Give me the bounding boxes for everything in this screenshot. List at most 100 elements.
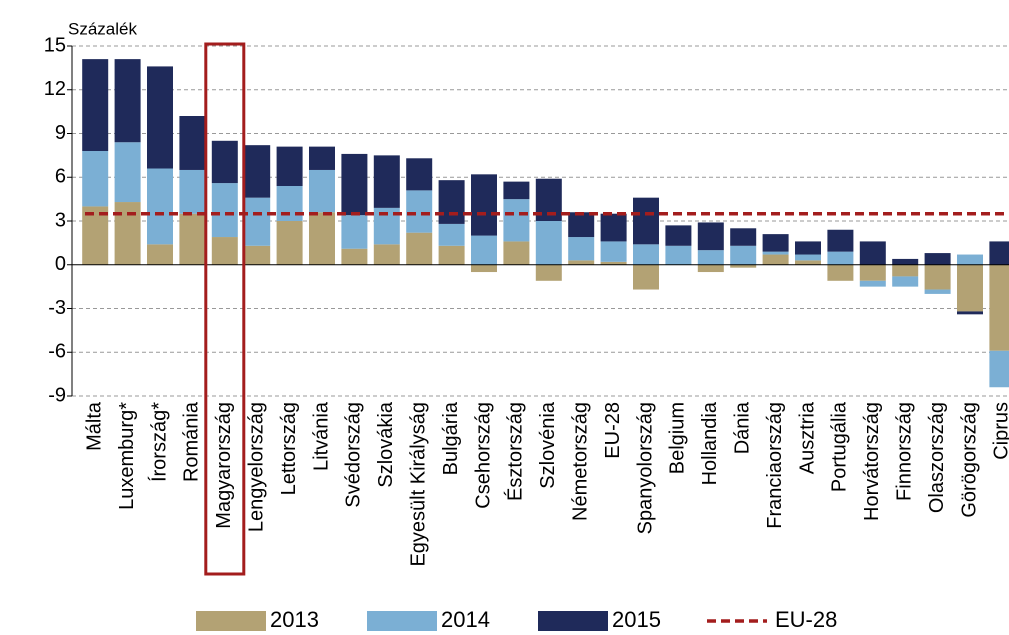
bar — [82, 59, 109, 151]
bar — [211, 183, 238, 238]
bar — [276, 146, 303, 186]
x-tick-label: Ciprus — [991, 402, 1009, 460]
bar — [309, 212, 335, 265]
highlight-box — [204, 42, 246, 576]
bar — [82, 151, 109, 207]
x-tick-label: Bulgária — [440, 401, 462, 475]
bar — [114, 142, 141, 203]
bar — [633, 244, 659, 265]
bar — [147, 168, 173, 245]
bar — [892, 258, 919, 265]
bar — [147, 66, 173, 169]
bar — [924, 289, 951, 294]
bar — [179, 169, 206, 214]
legend-swatch — [538, 611, 608, 631]
bar — [438, 180, 465, 224]
legend-swatch — [367, 611, 437, 631]
x-tick-label: Lengyelország — [245, 402, 267, 532]
bar — [957, 264, 983, 312]
bar — [438, 245, 465, 265]
x-tick-label: Finnország — [893, 402, 915, 501]
y-tick-label: 12 — [44, 78, 66, 100]
bar — [730, 264, 757, 268]
bar — [859, 264, 886, 281]
bar — [924, 264, 951, 290]
bar — [568, 237, 595, 261]
x-tick-label: Szlovénia — [537, 401, 559, 489]
bar — [406, 158, 433, 191]
bar — [892, 264, 919, 277]
bar — [244, 197, 271, 246]
x-tick-label: Görögország — [958, 402, 980, 518]
bar — [892, 276, 919, 287]
bar — [795, 254, 821, 261]
bar — [924, 253, 951, 265]
x-tick-label: Portugália — [829, 401, 851, 492]
bar — [471, 235, 497, 265]
x-tick-label: Szlovákia — [375, 401, 397, 487]
bar — [341, 248, 368, 265]
bar — [859, 280, 886, 287]
bar — [633, 197, 659, 245]
bar — [211, 140, 238, 184]
bar — [568, 212, 595, 238]
x-tick-label: Dánia — [731, 401, 753, 454]
x-tick-label: Málta — [83, 401, 105, 451]
bar — [697, 250, 724, 265]
bar — [957, 254, 983, 265]
bar — [989, 350, 1009, 388]
x-tick-label: Észtország — [504, 402, 527, 501]
bar — [244, 245, 271, 265]
bar — [341, 153, 368, 216]
bar — [373, 155, 400, 208]
bar — [827, 229, 854, 252]
bar — [535, 264, 562, 281]
x-tick-label: Írország* — [147, 402, 170, 482]
y-tick-label: 0 — [55, 253, 66, 275]
bar — [211, 237, 238, 265]
x-tick-label: Horvátország — [861, 402, 883, 521]
bar — [503, 199, 530, 242]
bar — [244, 145, 271, 198]
legend-label: EU-28 — [775, 607, 837, 632]
bar — [730, 228, 757, 246]
bar — [762, 234, 789, 252]
legend-label: 2015 — [612, 607, 661, 632]
bar — [438, 223, 465, 246]
bar — [114, 59, 141, 143]
bar — [665, 225, 692, 246]
bar — [859, 241, 886, 265]
bar — [471, 264, 497, 273]
bar — [957, 311, 983, 315]
bar — [406, 232, 433, 265]
bar — [633, 264, 659, 290]
bar — [600, 261, 627, 265]
bar — [827, 251, 854, 265]
x-tick-label: Svédország — [343, 402, 365, 508]
bar — [179, 116, 206, 170]
x-tick-label: Lettország — [278, 402, 300, 495]
bar — [762, 251, 789, 255]
bar — [341, 215, 368, 249]
x-tick-label: EU-28 — [602, 402, 624, 459]
bar — [406, 190, 433, 233]
x-tick-label: Ausztria — [796, 401, 818, 474]
y-axis-label: Százalék — [68, 19, 137, 38]
bar — [503, 241, 530, 265]
bar — [600, 241, 627, 262]
bar — [827, 264, 854, 281]
y-tick-label: 15 — [44, 34, 66, 56]
legend-label: 2013 — [270, 607, 319, 632]
legend-label: 2014 — [441, 607, 490, 632]
bar — [276, 221, 303, 265]
y-tick-label: -9 — [48, 384, 66, 406]
bar — [989, 264, 1009, 351]
x-tick-label: Románia — [181, 401, 203, 482]
bar — [795, 241, 821, 255]
y-tick-label: 9 — [55, 122, 66, 144]
x-tick-label: Belgium — [667, 402, 689, 474]
bar — [568, 260, 595, 265]
bar — [762, 254, 789, 265]
x-tick-label: Magyarország — [213, 402, 235, 529]
